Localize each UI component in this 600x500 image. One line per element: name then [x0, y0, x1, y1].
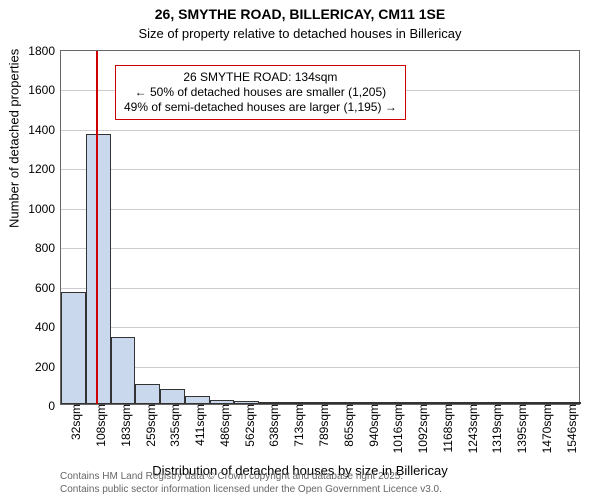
reference-line: [96, 51, 98, 404]
y-tick-label: 0: [48, 399, 55, 413]
gridline: [61, 248, 579, 249]
x-tick-label: 1470sqm: [540, 404, 554, 453]
x-tick-label: 865sqm: [342, 404, 356, 447]
y-tick-label: 1000: [28, 202, 55, 216]
gridline: [61, 288, 579, 289]
histogram-bar: [135, 384, 160, 404]
x-tick-label: 1546sqm: [565, 404, 579, 453]
histogram-bar: [61, 292, 86, 404]
footer-line-1: Contains HM Land Registry data © Crown c…: [60, 471, 442, 484]
histogram-bar: [86, 134, 111, 404]
x-tick-label: 1243sqm: [466, 404, 480, 453]
chart-title: 26, SMYTHE ROAD, BILLERICAY, CM11 1SE: [0, 6, 600, 22]
x-tick-label: 562sqm: [243, 404, 257, 447]
y-tick-label: 1800: [28, 44, 55, 58]
gridline: [61, 367, 579, 368]
y-tick-label: 1200: [28, 162, 55, 176]
x-tick-label: 940sqm: [367, 404, 381, 447]
x-tick-label: 183sqm: [119, 404, 133, 447]
footer-attribution: Contains HM Land Registry data © Crown c…: [60, 471, 442, 496]
x-tick-label: 32sqm: [69, 404, 83, 440]
gridline: [61, 130, 579, 131]
x-tick-label: 486sqm: [218, 404, 232, 447]
x-tick-label: 411sqm: [193, 404, 207, 446]
histogram-bar: [160, 389, 185, 404]
annotation-line: ← 50% of detached houses are smaller (1,…: [124, 85, 397, 100]
x-tick-label: 1319sqm: [490, 404, 504, 453]
chart-subtitle: Size of property relative to detached ho…: [0, 26, 600, 41]
y-tick-label: 400: [35, 320, 55, 334]
x-tick-label: 1395sqm: [515, 404, 529, 453]
gridline: [61, 209, 579, 210]
annotation-line: 49% of semi-detached houses are larger (…: [124, 100, 397, 115]
x-tick-label: 1092sqm: [416, 404, 430, 453]
x-tick-label: 789sqm: [317, 404, 331, 447]
y-axis-label: Number of detached properties: [7, 48, 22, 227]
gridline: [61, 169, 579, 170]
gridline: [61, 327, 579, 328]
x-tick-label: 713sqm: [292, 404, 306, 447]
x-tick-label: 1168sqm: [441, 404, 455, 452]
y-tick-label: 1400: [28, 123, 55, 137]
annotation-box: 26 SMYTHE ROAD: 134sqm← 50% of detached …: [115, 65, 406, 120]
x-tick-label: 108sqm: [94, 404, 108, 447]
y-tick-label: 800: [35, 241, 55, 255]
histogram-bar: [111, 337, 136, 404]
x-tick-label: 259sqm: [144, 404, 158, 447]
annotation-line: 26 SMYTHE ROAD: 134sqm: [124, 70, 397, 85]
y-tick-label: 200: [35, 360, 55, 374]
x-tick-label: 335sqm: [168, 404, 182, 447]
y-tick-label: 1600: [28, 83, 55, 97]
x-tick-label: 638sqm: [267, 404, 281, 447]
x-tick-label: 1016sqm: [391, 404, 405, 453]
plot-area: 02004006008001000120014001600180032sqm10…: [60, 50, 580, 405]
histogram-bar: [185, 396, 210, 404]
y-tick-label: 600: [35, 281, 55, 295]
footer-line-2: Contains public sector information licen…: [60, 484, 442, 497]
